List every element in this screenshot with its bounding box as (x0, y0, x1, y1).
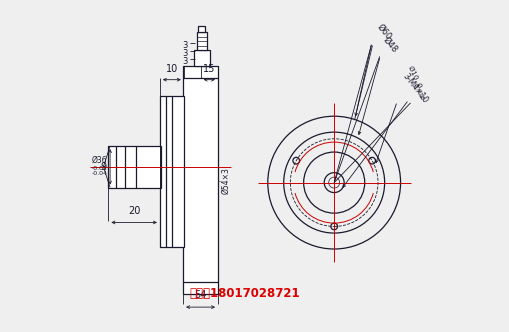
Text: 3: 3 (183, 49, 188, 58)
Bar (183, 66, 218, 294)
Text: 手机：18017028721: 手机：18017028721 (190, 287, 300, 300)
Bar (160, 96, 184, 247)
Text: 3: 3 (183, 57, 188, 66)
Bar (194, 50, 210, 66)
Bar (198, 26, 205, 32)
Text: 15: 15 (203, 64, 215, 74)
Text: Ø48: Ø48 (381, 36, 399, 55)
Text: 54: 54 (194, 290, 207, 300)
Bar (108, 146, 161, 188)
Text: 9: 9 (100, 162, 106, 172)
Text: Ø54×3: Ø54×3 (221, 168, 230, 194)
Text: -0.018: -0.018 (412, 81, 425, 101)
Text: Ø10  0: Ø10 0 (407, 64, 422, 88)
Text: 20: 20 (128, 207, 140, 216)
Text: 10: 10 (166, 64, 178, 74)
Text: Ø60: Ø60 (375, 23, 392, 42)
Text: 3: 3 (183, 41, 188, 50)
Text: -0.01: -0.01 (92, 166, 108, 171)
Text: 3-M4×10: 3-M4×10 (401, 71, 429, 105)
Bar (197, 32, 207, 50)
Text: Ø36: Ø36 (92, 155, 107, 165)
Text: -0.04: -0.04 (92, 171, 108, 177)
